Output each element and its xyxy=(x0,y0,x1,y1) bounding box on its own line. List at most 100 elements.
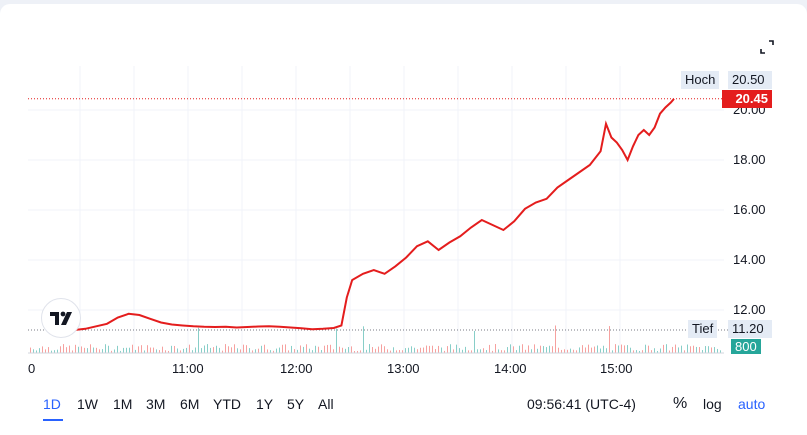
volume-bar xyxy=(549,345,550,353)
auto-toggle[interactable]: auto xyxy=(738,396,766,412)
volume-bar xyxy=(615,344,616,353)
volume-bar xyxy=(123,347,124,353)
volume-bar xyxy=(672,346,673,353)
price-line xyxy=(54,98,675,332)
level-lines xyxy=(28,98,772,331)
volume-bar xyxy=(456,344,457,353)
volume-bar xyxy=(63,344,64,353)
volume-bar xyxy=(570,348,571,353)
volume-bar xyxy=(459,348,460,353)
volume-bar xyxy=(579,347,580,353)
range-button-1y[interactable]: 1Y xyxy=(256,396,274,412)
volume-bar xyxy=(117,345,118,353)
volume-bar xyxy=(198,327,199,353)
volume-bar xyxy=(630,347,631,353)
volume-bar xyxy=(72,350,73,353)
y-tick-label: 16.00 xyxy=(733,202,766,217)
volume-bar xyxy=(276,348,277,353)
expand-icon[interactable] xyxy=(760,40,774,54)
volume-bar xyxy=(216,345,217,353)
volume-bar xyxy=(111,350,112,353)
range-button-3m[interactable]: 3M xyxy=(146,396,166,412)
volume-bar xyxy=(597,345,598,353)
chart-grid xyxy=(28,66,724,353)
volume-bar xyxy=(141,345,142,353)
volume-bar xyxy=(399,349,400,353)
volume-bar xyxy=(114,349,115,353)
volume-bar xyxy=(414,347,415,353)
volume-bar xyxy=(435,349,436,353)
volume-bar xyxy=(636,350,637,353)
volume-bar xyxy=(618,345,619,353)
volume-bar xyxy=(315,345,316,353)
volume-bar xyxy=(66,347,67,353)
volume-bar xyxy=(372,347,373,353)
volume-bar xyxy=(468,350,469,353)
volume-bar xyxy=(39,348,40,353)
volume-bar xyxy=(492,350,493,353)
volume-bar xyxy=(555,325,556,353)
volume-bar xyxy=(441,347,442,353)
volume-bar xyxy=(258,348,259,353)
volume-bar xyxy=(240,349,241,353)
volume-bar xyxy=(498,349,499,353)
volume-bar xyxy=(429,345,430,353)
volume-bar xyxy=(108,345,109,353)
volume-bar xyxy=(525,349,526,353)
volume-bar xyxy=(354,350,355,353)
volume-bar xyxy=(252,350,253,353)
volume-bar xyxy=(330,344,331,353)
volume-bar xyxy=(207,344,208,353)
volume-bar xyxy=(183,348,184,353)
volume-bar xyxy=(351,346,352,353)
range-button-6m[interactable]: 6M xyxy=(180,396,200,412)
x-tick-label: 14:00 xyxy=(494,361,527,376)
timestamp: 09:56:41 (UTC-4) xyxy=(527,396,636,412)
volume-bar xyxy=(495,344,496,353)
range-button-5y[interactable]: 5Y xyxy=(287,396,305,412)
volume-bar xyxy=(189,344,190,353)
volume-bar xyxy=(576,350,577,353)
log-toggle[interactable]: log xyxy=(703,396,722,412)
volume-bar xyxy=(594,346,595,353)
volume-bar xyxy=(303,346,304,353)
range-button-1m[interactable]: 1M xyxy=(113,396,133,412)
volume-tag: 800 xyxy=(731,339,761,354)
volume-bar xyxy=(51,350,52,353)
y-tick-label: 14.00 xyxy=(733,252,766,267)
volume-bar xyxy=(693,345,694,353)
range-button-1d[interactable]: 1D xyxy=(43,396,61,412)
volume-bar xyxy=(291,345,292,353)
volume-bar xyxy=(465,346,466,353)
volume-bar xyxy=(144,350,145,353)
tradingview-logo-icon[interactable] xyxy=(41,298,81,338)
volume-bar xyxy=(480,349,481,353)
volume-bar xyxy=(69,345,70,353)
volume-bar xyxy=(624,345,625,353)
volume-bar xyxy=(324,345,325,353)
volume-bar xyxy=(165,350,166,353)
range-button-1w[interactable]: 1W xyxy=(77,396,98,412)
volume-bar xyxy=(678,347,679,353)
volume-bar xyxy=(696,346,697,353)
percent-toggle[interactable]: % xyxy=(673,395,688,412)
volume-bar xyxy=(300,345,301,353)
volume-bar xyxy=(102,349,103,353)
active-range-underline xyxy=(43,419,63,421)
volume-bar xyxy=(129,347,130,353)
volume-bar xyxy=(168,350,169,353)
volume-bar xyxy=(273,350,274,353)
y-tick-label: 18.00 xyxy=(733,152,766,167)
volume-bar xyxy=(126,347,127,353)
volume-bar xyxy=(633,350,634,353)
volume-bar xyxy=(711,347,712,353)
volume-bar xyxy=(519,345,520,353)
volume-bar xyxy=(639,350,640,353)
volume-bar xyxy=(54,350,55,353)
volume-bar xyxy=(246,345,247,353)
volume-bar xyxy=(33,349,34,353)
range-button-all[interactable]: All xyxy=(318,396,334,412)
range-button-ytd[interactable]: YTD xyxy=(213,396,241,412)
volume-bar xyxy=(147,345,148,353)
